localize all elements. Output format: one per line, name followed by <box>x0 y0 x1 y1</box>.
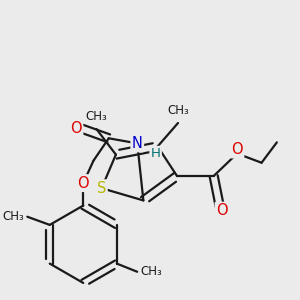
Text: CH₃: CH₃ <box>2 210 24 223</box>
Text: H: H <box>151 147 160 160</box>
Text: O: O <box>70 121 82 136</box>
Text: O: O <box>231 142 243 157</box>
Text: O: O <box>77 176 89 190</box>
Text: CH₃: CH₃ <box>85 110 107 123</box>
Text: CH₃: CH₃ <box>140 265 162 278</box>
Text: S: S <box>97 181 106 196</box>
Text: N: N <box>132 136 143 151</box>
Text: O: O <box>216 203 228 218</box>
Text: CH₃: CH₃ <box>167 104 189 117</box>
